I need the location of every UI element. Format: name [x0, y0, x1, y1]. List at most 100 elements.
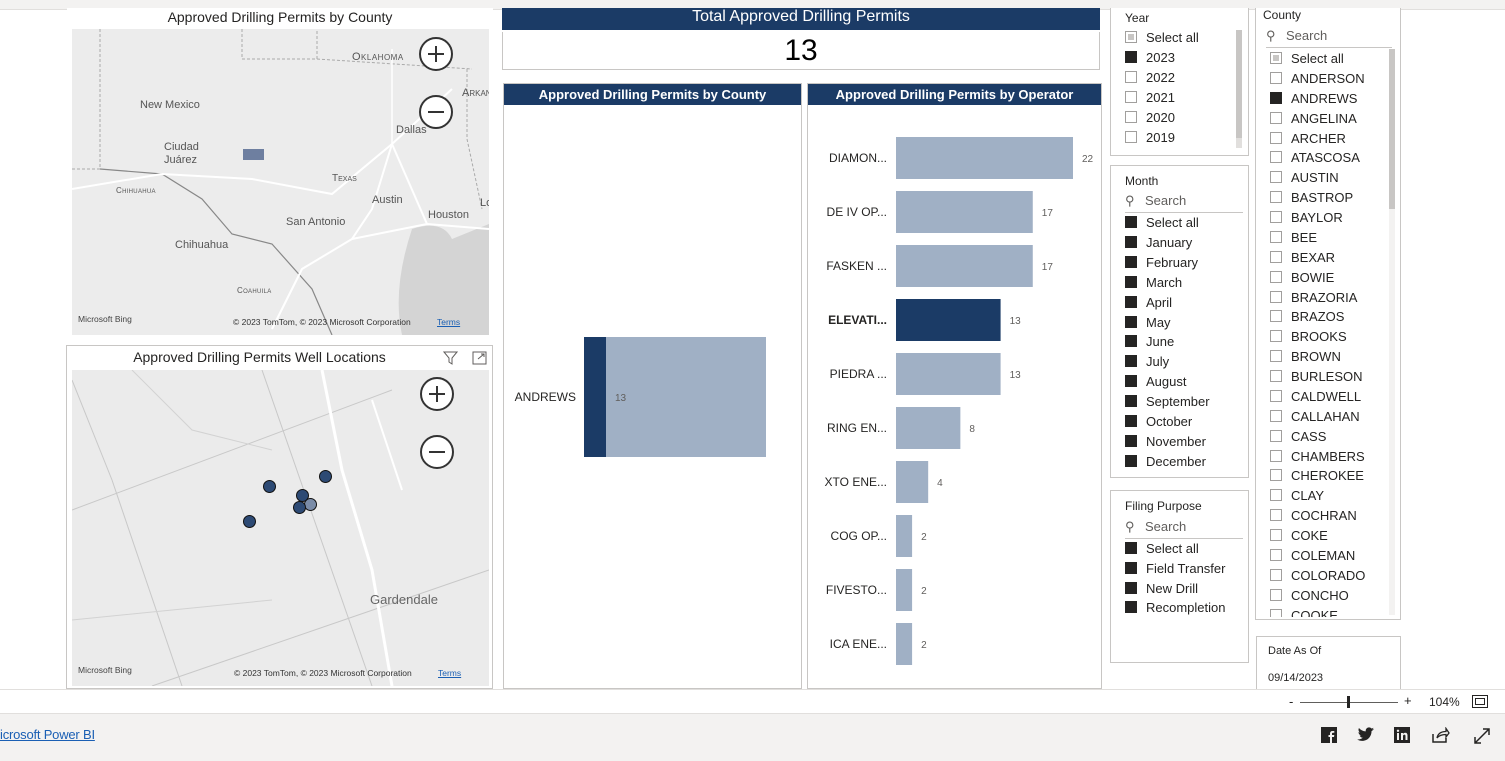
checkbox[interactable] [1270, 469, 1282, 482]
checkbox[interactable] [1270, 151, 1282, 164]
operator-bar[interactable] [896, 137, 1073, 179]
checkbox[interactable] [1125, 216, 1137, 228]
filing-search[interactable]: ⚲ Search [1125, 519, 1243, 539]
checkbox[interactable] [1270, 171, 1282, 184]
county-slicer-option[interactable]: ANGELINA [1270, 111, 1357, 131]
county-scrollbar[interactable] [1389, 49, 1395, 615]
checkbox[interactable] [1270, 52, 1282, 64]
month-slicer-option[interactable]: March [1125, 275, 1182, 295]
county-slicer-option[interactable]: CALLAHAN [1270, 409, 1360, 429]
linkedin-icon[interactable] [1394, 727, 1410, 748]
filing-slicer-list[interactable]: Select all Field Transfer New Drill Recompl… [1125, 541, 1245, 641]
checkbox[interactable] [1270, 509, 1282, 522]
checkbox[interactable] [1270, 290, 1282, 303]
county-slicer-option[interactable]: ANDREWS [1270, 91, 1357, 111]
checkbox[interactable] [1270, 270, 1282, 283]
checkbox[interactable] [1125, 395, 1137, 408]
checkbox[interactable] [1125, 275, 1137, 288]
year-scroll-thumb[interactable] [1236, 30, 1242, 138]
well-location-point[interactable] [293, 501, 306, 514]
filing-purpose-slicer[interactable]: Filing Purpose ⚲ Search Select all Field T… [1110, 490, 1249, 663]
checkbox[interactable] [1125, 111, 1137, 123]
year-slicer[interactable]: Year Select all 2023 2022 2021 2020 2019 [1110, 8, 1249, 156]
checkbox[interactable] [1270, 191, 1282, 204]
zoom-out-button[interactable] [419, 95, 453, 129]
month-slicer-option[interactable]: November [1125, 434, 1206, 454]
checkbox[interactable] [1125, 581, 1137, 594]
checkbox[interactable] [1270, 91, 1282, 104]
month-slicer-option[interactable]: August [1125, 374, 1186, 394]
checkbox[interactable] [1125, 71, 1137, 83]
county-slicer-option[interactable]: BEXAR [1270, 250, 1335, 270]
operator-bar[interactable] [896, 299, 1001, 341]
checkbox[interactable] [1125, 295, 1137, 308]
county-bar[interactable] [584, 337, 766, 457]
month-slicer-option[interactable]: June [1125, 334, 1174, 354]
month-slicer[interactable]: Month ⚲ Search Select all January February M… [1110, 165, 1249, 478]
operator-bar[interactable] [896, 191, 1033, 233]
month-slicer-option[interactable]: May [1125, 315, 1171, 335]
checkbox[interactable] [1270, 131, 1282, 144]
checkbox[interactable] [1125, 542, 1137, 554]
well-location-point[interactable] [304, 498, 317, 511]
month-search[interactable]: ⚲ Search [1125, 193, 1243, 213]
county-slicer-option[interactable]: CONCHO [1270, 588, 1349, 608]
zoom-out-button[interactable] [420, 435, 454, 469]
county-slicer-option[interactable]: Select all [1270, 51, 1344, 71]
operator-bar[interactable] [896, 245, 1033, 287]
checkbox[interactable] [1270, 211, 1282, 224]
filter-icon[interactable] [442, 351, 459, 370]
zoom-in-label[interactable]: + [1404, 693, 1412, 708]
filing-slicer-option[interactable]: Recompletion [1125, 600, 1226, 620]
checkbox[interactable] [1270, 489, 1282, 502]
month-slicer-option[interactable]: September [1125, 394, 1210, 414]
county-map-visual[interactable]: Approved Drilling Permits by County Okla… [67, 8, 493, 338]
checkbox[interactable] [1270, 429, 1282, 442]
county-slicer-option[interactable]: CALDWELL [1270, 389, 1361, 409]
operator-bar[interactable] [896, 461, 929, 503]
checkbox[interactable] [1270, 568, 1282, 581]
checkbox[interactable] [1270, 389, 1282, 402]
checkbox[interactable] [1125, 31, 1137, 43]
month-slicer-option[interactable]: Select all [1125, 215, 1199, 235]
twitter-icon[interactable] [1357, 727, 1375, 747]
zoom-in-button[interactable] [419, 37, 453, 71]
checkbox[interactable] [1125, 51, 1137, 63]
county-slicer-option[interactable]: CLAY [1270, 488, 1324, 508]
county-slicer-option[interactable]: BRAZORIA [1270, 290, 1357, 310]
checkbox[interactable] [1125, 355, 1137, 368]
county-slicer-option[interactable]: BRAZOS [1270, 309, 1344, 329]
county-slicer-option[interactable]: BROOKS [1270, 329, 1347, 349]
county-search[interactable]: ⚲ Search [1266, 28, 1392, 48]
checkbox[interactable] [1270, 250, 1282, 263]
map-terms-link[interactable]: Terms [437, 317, 461, 327]
operator-bar[interactable] [896, 407, 961, 449]
checkbox[interactable] [1125, 131, 1137, 143]
county-bar-chart[interactable]: Approved Drilling Permits by County ANDR… [503, 83, 802, 689]
county-bar-highlight[interactable] [584, 337, 606, 457]
checkbox[interactable] [1270, 370, 1282, 383]
checkbox[interactable] [1125, 235, 1137, 248]
county-scroll-thumb[interactable] [1389, 49, 1395, 209]
power-bi-link[interactable]: icrosoft Power BI [0, 727, 95, 742]
focus-mode-icon[interactable] [472, 351, 487, 370]
county-slicer-option[interactable]: BAYLOR [1270, 210, 1343, 230]
county-map-canvas[interactable]: Oklahoma New Mexico Arkan Dallas Ciudad … [72, 29, 489, 335]
checkbox[interactable] [1125, 91, 1137, 103]
county-slicer-option[interactable]: COLEMAN [1270, 548, 1355, 568]
year-slicer-option[interactable]: Select all [1125, 30, 1199, 50]
zoom-in-button[interactable] [420, 377, 454, 411]
checkbox[interactable] [1270, 111, 1282, 124]
facebook-icon[interactable] [1321, 727, 1337, 748]
zoom-out-label[interactable]: - [1289, 694, 1294, 709]
filing-slicer-option[interactable]: Select all [1125, 541, 1199, 561]
county-slicer-option[interactable]: COLORADO [1270, 568, 1365, 588]
checkbox[interactable] [1270, 409, 1282, 422]
county-slicer[interactable]: County ⚲ Search Select all ANDERSON ANDREWS… [1255, 8, 1401, 620]
county-slicer-option[interactable]: BROWN [1270, 349, 1341, 369]
operator-bar[interactable] [896, 569, 913, 611]
month-slicer-list[interactable]: Select all January February March April May Ju… [1125, 215, 1245, 475]
checkbox[interactable] [1125, 434, 1137, 447]
well-map-visual[interactable]: Approved Drilling Permits Well Locations… [66, 345, 493, 689]
fullscreen-icon[interactable] [1474, 728, 1490, 749]
